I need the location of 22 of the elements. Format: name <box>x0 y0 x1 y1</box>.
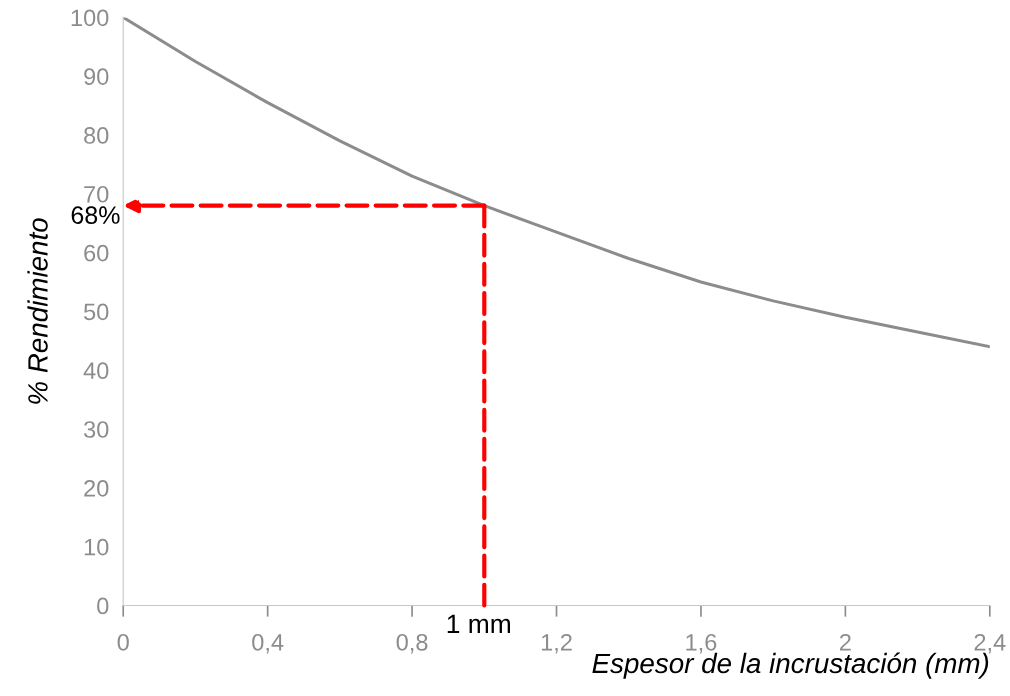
y-tick-label: 60 <box>84 244 109 262</box>
x-tick-label: 2 <box>839 633 851 651</box>
x-tick-label: 0 <box>117 633 129 651</box>
y-tick-label: 30 <box>83 421 109 438</box>
annotation: 1 mm <box>447 614 510 633</box>
x-tick-label: 0,4 <box>252 633 284 654</box>
y-tick-label: 80 <box>84 127 109 144</box>
y-tick-label: 90 <box>84 68 109 85</box>
y-tick-label: 70 <box>84 185 109 203</box>
x-tick-label: 1,2 <box>541 633 572 654</box>
x-tick-label: 0,8 <box>396 633 428 654</box>
y-tick-label: 10 <box>84 538 109 556</box>
x-tick-label: 2,4 <box>974 633 1006 654</box>
y-tick-label: 20 <box>84 479 109 497</box>
y-axis-title: % Rendimiento <box>27 218 48 404</box>
y-tick-label: 50 <box>84 303 109 321</box>
x-tick-label: 1,6 <box>686 633 717 654</box>
y-tick-label: 100 <box>71 9 109 27</box>
annotation: 68% <box>71 206 120 224</box>
y-tick-label: 40 <box>83 362 109 380</box>
line-series <box>123 17 990 349</box>
y-tick-label: 0 <box>97 597 109 615</box>
